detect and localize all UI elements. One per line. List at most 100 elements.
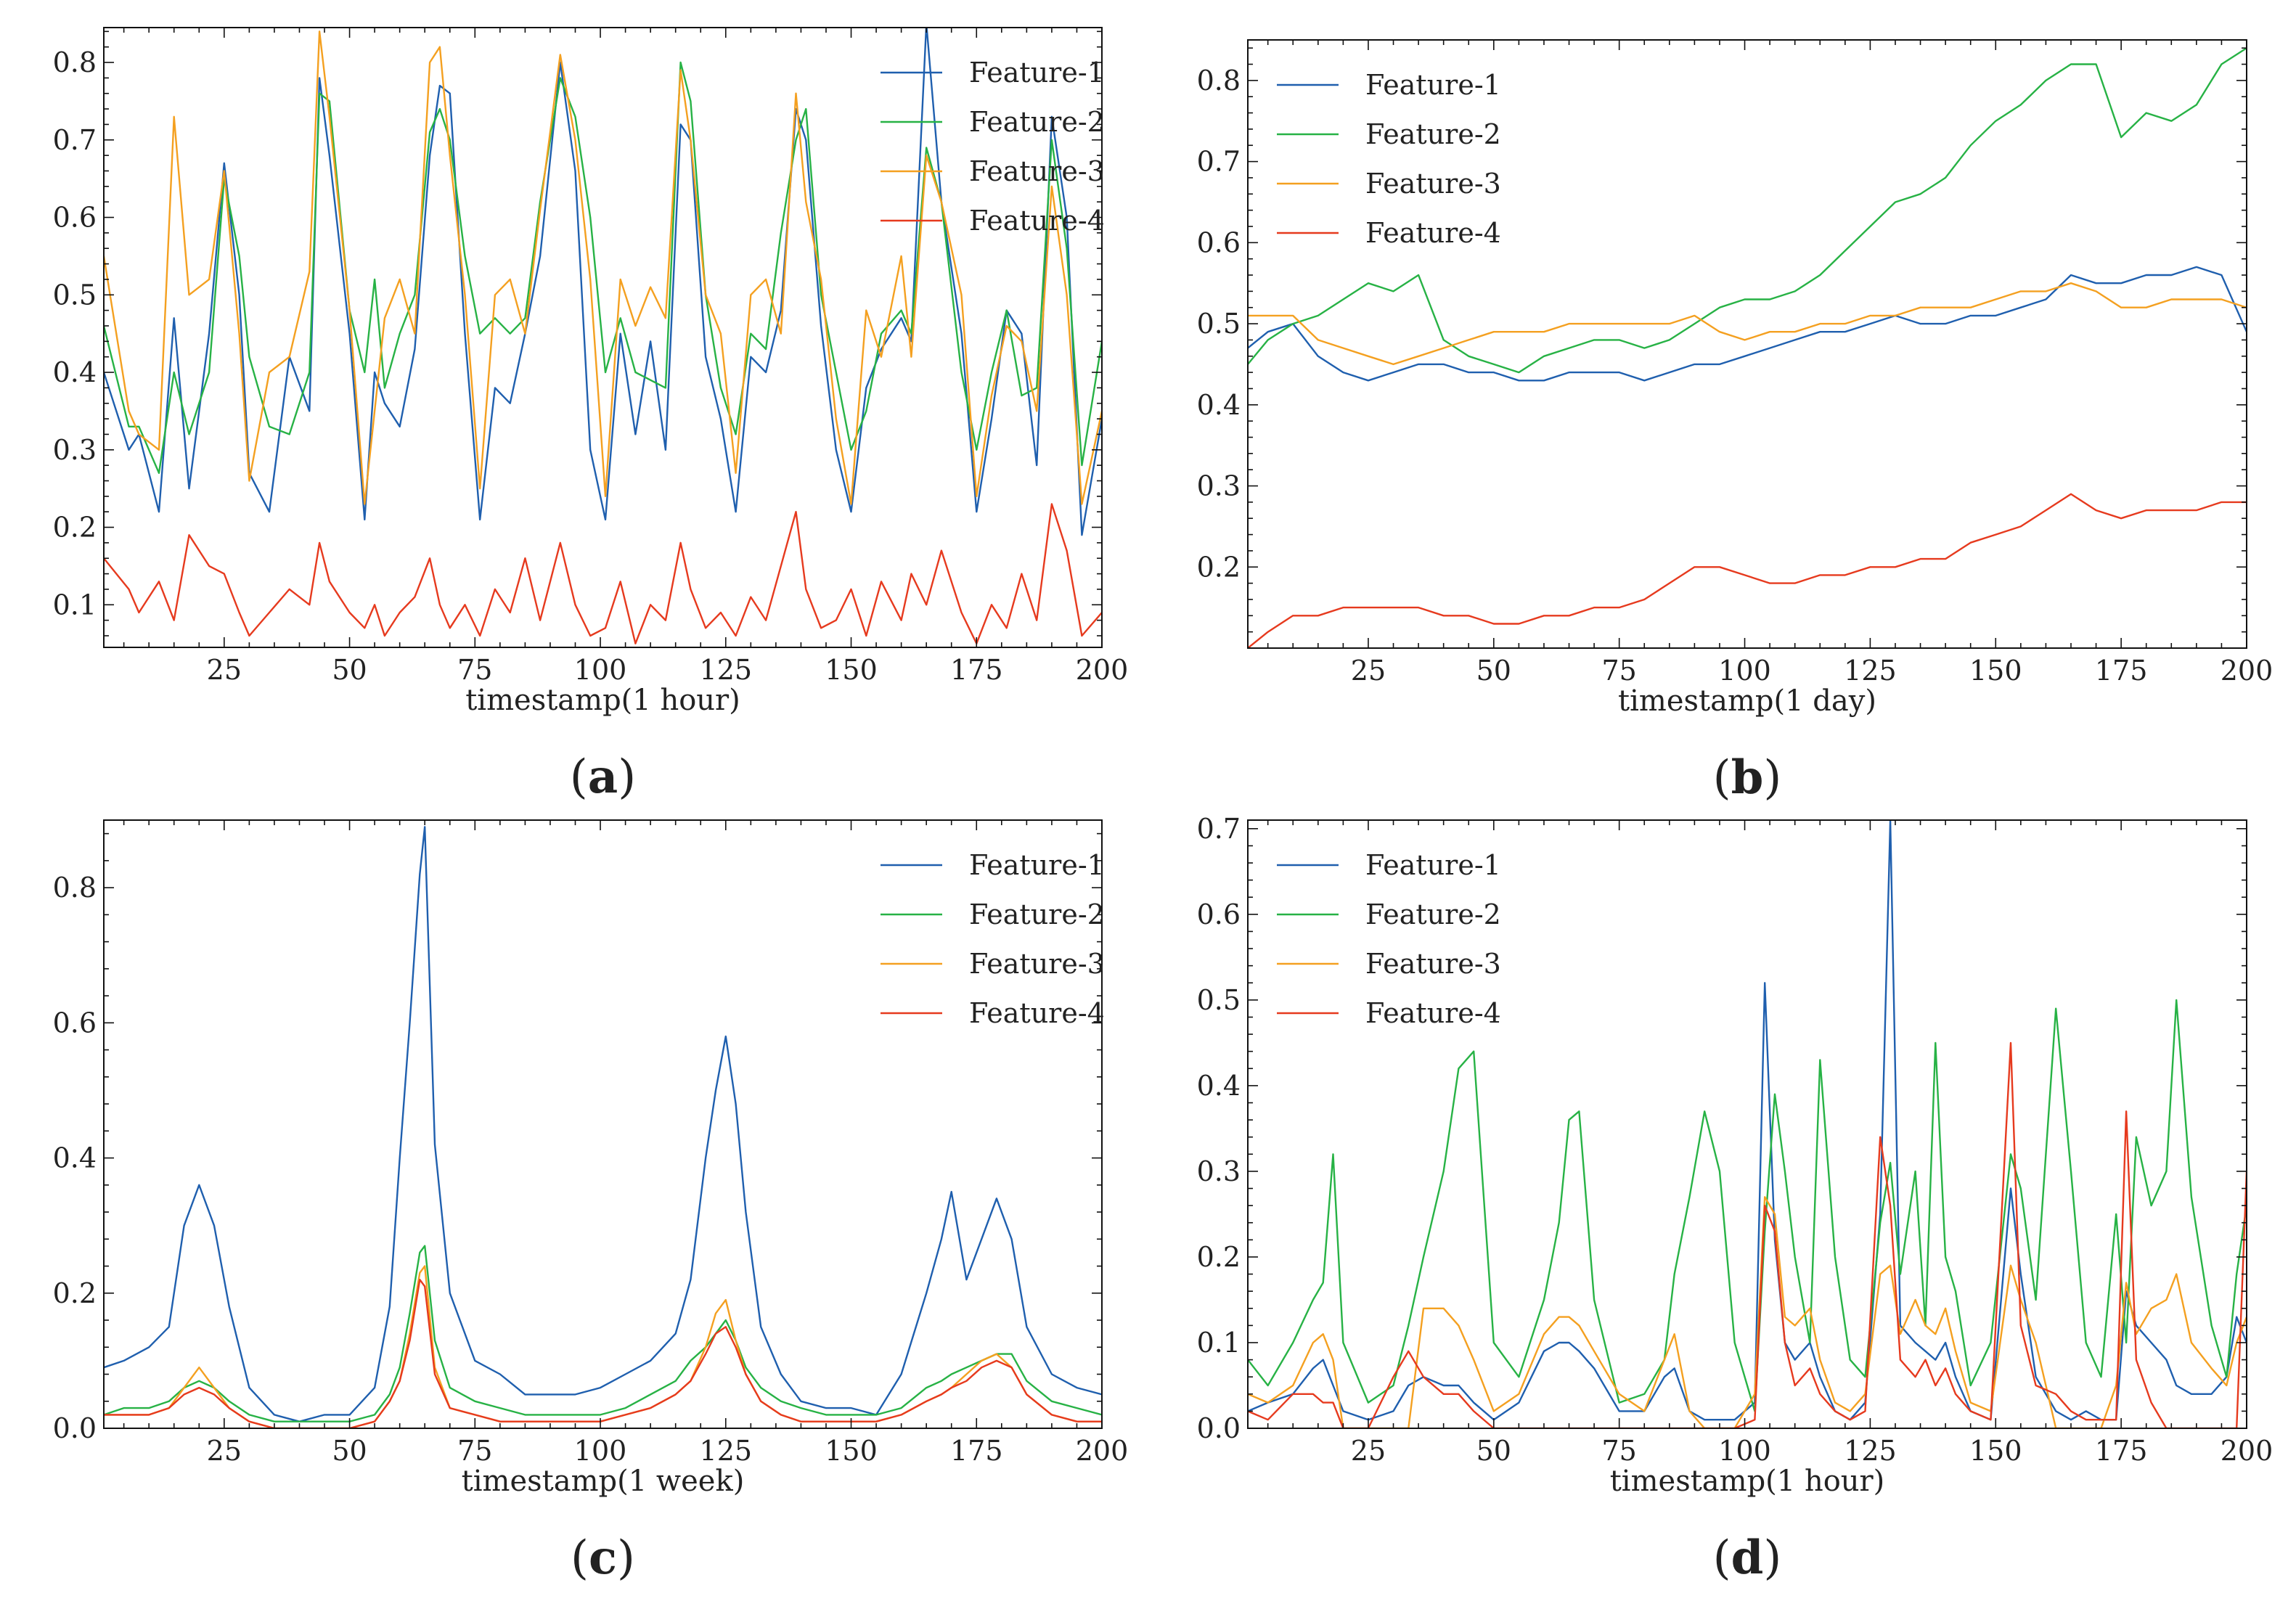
plot-frame xyxy=(103,27,1103,648)
x-tick-label: 125 xyxy=(1844,1435,1897,1467)
y-tick-label: 0.5 xyxy=(1197,308,1241,340)
y-tick-label: 0.7 xyxy=(1197,146,1241,178)
y-tick-label: 0.4 xyxy=(1197,1070,1241,1102)
series-line-feature-4 xyxy=(1248,1041,2247,1428)
x-tick-label: 25 xyxy=(1351,655,1386,687)
legend-label: Feature-1 xyxy=(969,57,1105,89)
x-tick-label: 25 xyxy=(207,654,242,686)
x-tick-label: 125 xyxy=(1844,655,1897,687)
x-tick-label: 25 xyxy=(207,1435,242,1467)
y-tick-label: 0.2 xyxy=(1197,551,1241,583)
legend-label: Feature-4 xyxy=(969,997,1105,1029)
legend-label: Feature-3 xyxy=(1365,168,1501,200)
series-line-feature-4 xyxy=(104,1278,1102,1428)
y-tick-label: 0.4 xyxy=(53,356,97,388)
series-line-feature-2 xyxy=(104,1245,1102,1422)
x-tick-label: 150 xyxy=(1969,655,2022,687)
x-axis-label: timestamp(1 hour) xyxy=(1610,1465,1885,1498)
x-tick-label: 125 xyxy=(700,1435,753,1467)
series-line-feature-1 xyxy=(1248,266,2247,382)
y-tick-label: 0.7 xyxy=(53,124,97,156)
x-tick-label: 175 xyxy=(950,654,1003,686)
chart-panel-a: 25 50 75 100 125 150 175 200 0.1 0.2 0.3 0.4 0.5 0.6 0… xyxy=(53,27,1129,804)
x-tick-label: 75 xyxy=(457,1435,492,1467)
y-tick-label: 0.4 xyxy=(1197,389,1241,421)
y-tick-label: 0.6 xyxy=(53,1007,97,1039)
series-line-feature-3 xyxy=(1248,282,2247,366)
y-tick-label: 0.2 xyxy=(53,512,97,544)
x-tick-label: 150 xyxy=(825,654,878,686)
y-tick-label: 0.3 xyxy=(1197,1155,1241,1187)
y-tick-label: 0.7 xyxy=(1197,813,1241,845)
chart-panel-c: 25 50 75 100 125 150 175 200 0.0 0.2 0.4 0.6 0.8 time… xyxy=(53,819,1129,1585)
panel-label-close: ) xyxy=(1763,751,1781,805)
panel-label: (a) xyxy=(570,750,636,804)
y-tick-label: 0.6 xyxy=(1197,898,1241,930)
legend-label: Feature-2 xyxy=(1365,118,1501,150)
series-line-feature-4 xyxy=(104,503,1102,644)
panel-label-close: ) xyxy=(617,1531,635,1585)
chart-panel-b: 25 50 75 100 125 150 175 200 0.2 0.3 0.4 0.5 0.6 0.7 0… xyxy=(1197,39,2273,805)
legend-label: Feature-4 xyxy=(1365,217,1501,249)
series-line-feature-3 xyxy=(104,1265,1102,1428)
y-tick-label: 0.1 xyxy=(1197,1327,1241,1359)
y-tick-label: 0.5 xyxy=(1197,984,1241,1016)
panel-label-open: ( xyxy=(1713,1531,1731,1585)
y-tick-label: 0.8 xyxy=(53,872,97,904)
x-tick-label: 50 xyxy=(1476,1435,1511,1467)
panel-label: (b) xyxy=(1713,750,1782,805)
y-tick-label: 0.8 xyxy=(1197,65,1241,97)
y-tick-label: 0.5 xyxy=(53,279,97,311)
x-tick-label: 75 xyxy=(1601,655,1636,687)
x-tick-label: 100 xyxy=(574,1435,627,1467)
x-tick-label: 50 xyxy=(332,654,367,686)
series-line-feature-3 xyxy=(1248,1196,2247,1428)
x-tick-label: 175 xyxy=(2095,655,2148,687)
plot-frame xyxy=(1247,819,2247,1429)
legend-label: Feature-2 xyxy=(1365,898,1501,930)
x-tick-label: 200 xyxy=(2221,1435,2273,1467)
legend-label: Feature-3 xyxy=(969,155,1105,187)
y-tick-label: 0.2 xyxy=(1197,1241,1241,1273)
series-line-feature-3 xyxy=(104,30,1102,505)
x-tick-label: 175 xyxy=(2095,1435,2148,1467)
panel-label-open: ( xyxy=(570,750,588,804)
legend-label: Feature-3 xyxy=(1365,948,1501,980)
x-tick-label: 50 xyxy=(332,1435,367,1467)
x-axis-label: timestamp(1 week) xyxy=(462,1465,745,1498)
y-tick-label: 0.2 xyxy=(53,1277,97,1309)
legend-label: Feature-2 xyxy=(969,898,1105,930)
legend-label: Feature-4 xyxy=(1365,997,1501,1029)
x-tick-label: 150 xyxy=(1969,1435,2022,1467)
series-line-feature-2 xyxy=(1248,46,2247,374)
legend-label: Feature-3 xyxy=(969,948,1105,980)
x-tick-label: 125 xyxy=(700,654,753,686)
x-tick-label: 100 xyxy=(1718,1435,1771,1467)
panel-label: (d) xyxy=(1713,1531,1782,1585)
panel-label-close: ) xyxy=(618,750,636,804)
x-tick-label: 25 xyxy=(1351,1435,1386,1467)
series-line-feature-1 xyxy=(104,826,1102,1422)
panel-label-open: ( xyxy=(1713,751,1731,805)
y-tick-label: 0.6 xyxy=(1197,226,1241,258)
x-tick-label: 100 xyxy=(1718,655,1771,687)
series-line-feature-4 xyxy=(1248,493,2247,648)
x-tick-label: 200 xyxy=(1076,1435,1129,1467)
panel-label-letter: a xyxy=(588,750,618,804)
legend-label: Feature-4 xyxy=(969,205,1105,237)
panel-label: (c) xyxy=(571,1531,635,1585)
legend-label: Feature-2 xyxy=(969,106,1105,138)
panel-label-letter: b xyxy=(1731,750,1764,805)
y-tick-label: 0.0 xyxy=(1197,1412,1241,1444)
y-tick-label: 0.8 xyxy=(53,46,97,78)
x-tick-label: 100 xyxy=(574,654,627,686)
y-tick-label: 0.6 xyxy=(53,202,97,234)
plot-frame xyxy=(1247,39,2247,649)
x-tick-label: 150 xyxy=(825,1435,878,1467)
x-tick-label: 200 xyxy=(2221,655,2273,687)
legend-label: Feature-1 xyxy=(1365,849,1501,881)
x-tick-label: 175 xyxy=(950,1435,1003,1467)
panel-label-letter: c xyxy=(589,1531,617,1585)
x-tick-label: 200 xyxy=(1076,654,1129,686)
